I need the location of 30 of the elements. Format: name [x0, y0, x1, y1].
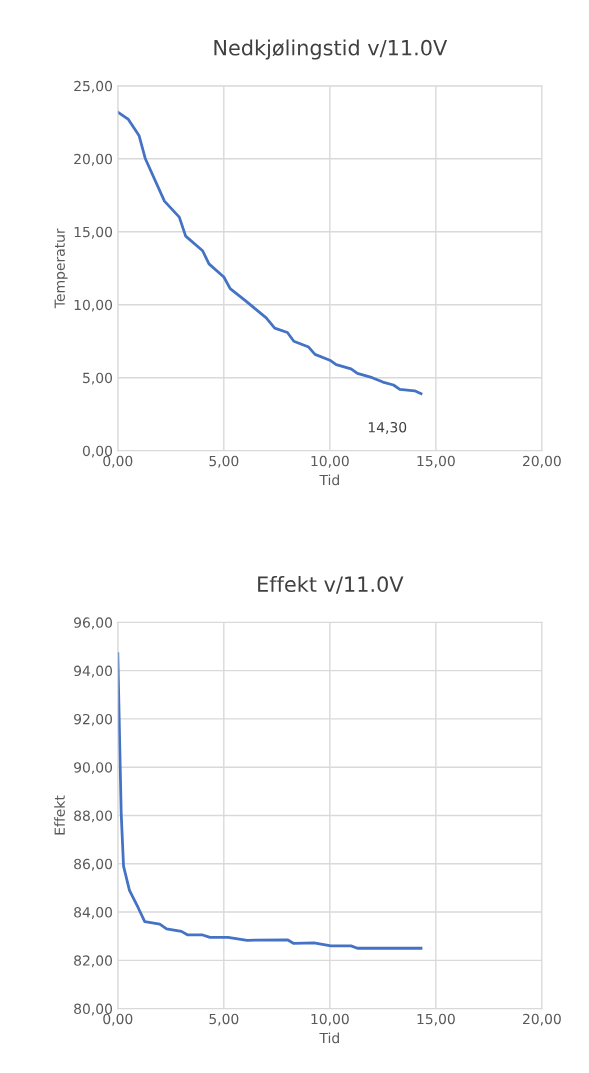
y-tick-label: 88,00 [74, 810, 113, 823]
line-series [117, 110, 423, 396]
y-tick-label: 5,00 [83, 372, 113, 385]
x-tick-label: 15,00 [417, 1013, 455, 1026]
x-tick-label: 15,00 [417, 455, 455, 468]
annotation: 14,30 [368, 421, 407, 434]
x-tick-label: 10,00 [311, 1013, 349, 1026]
y-tick-label: 20,00 [74, 153, 113, 166]
y-tick-label: 86,00 [74, 858, 113, 871]
y-tick-label: 25,00 [74, 80, 113, 93]
x-tick-label: 20,00 [523, 455, 561, 468]
y-axis-title: Temperatur [54, 228, 68, 309]
y-tick-label: 10,00 [74, 299, 113, 312]
x-tick-label: 5,00 [209, 455, 239, 468]
x-tick-label: 5,00 [209, 1013, 239, 1026]
chart-title: Effekt v/11.0V [258, 575, 404, 594]
x-axis-title: Tid [319, 474, 339, 486]
x-tick-label: 20,00 [523, 1013, 561, 1026]
y-tick-label: 96,00 [74, 617, 113, 630]
y-tick-label: 82,00 [74, 955, 113, 968]
x-axis-title: Tid [319, 1032, 339, 1044]
x-tick-label: 10,00 [311, 455, 349, 468]
y-tick-label: 92,00 [74, 713, 113, 726]
line-series [117, 652, 423, 950]
y-tick-label: 94,00 [74, 665, 113, 678]
y-tick-label: 84,00 [74, 907, 113, 919]
chart-title: Nedkjølingstid v/11.0V [214, 39, 448, 60]
y-axis-title: Effekt [54, 795, 65, 835]
y-tick-label: 15,00 [74, 226, 113, 239]
y-tick-label: 90,00 [74, 762, 113, 775]
